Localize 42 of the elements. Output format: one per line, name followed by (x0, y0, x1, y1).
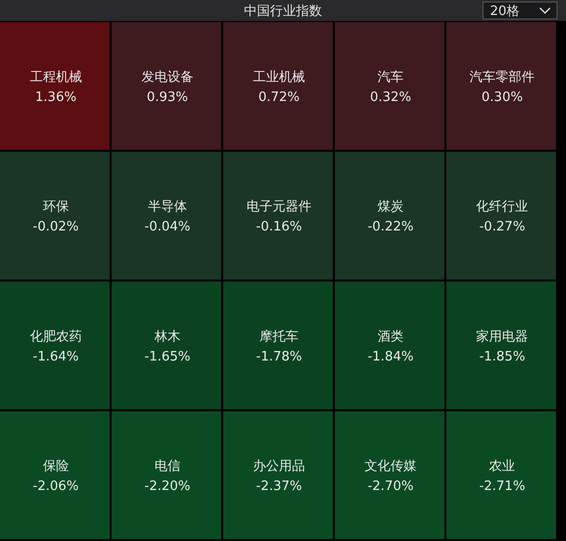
data-label: -2.06% (32, 479, 79, 494)
category-label: 煤炭 (378, 200, 404, 215)
category-label: 农业 (489, 459, 516, 474)
data-label: -1.64% (32, 349, 79, 364)
category-label: 保险 (42, 459, 69, 474)
category-label: 汽车零部件 (470, 70, 535, 85)
category-label: 工业机械 (253, 70, 305, 85)
category-label: 办公用品 (253, 459, 305, 474)
category-label: 化纤行业 (476, 200, 528, 215)
data-label: -0.02% (32, 220, 79, 235)
category-label: 文化传媒 (364, 459, 417, 474)
data-label: -0.04% (144, 220, 190, 235)
data-label: -2.70% (368, 479, 414, 494)
text: 中国行业指数 (244, 4, 322, 19)
data-label: -2.71% (479, 479, 526, 494)
data-label: 1.36% (35, 90, 76, 105)
category-label: 汽车 (378, 70, 404, 85)
data-label: 0.32% (370, 90, 412, 105)
category-label: 电信 (154, 459, 180, 474)
data-label: -1.85% (479, 349, 526, 364)
category-label: 酒类 (378, 329, 404, 344)
text: 20格 (490, 4, 520, 19)
data-label: -2.20% (144, 479, 190, 494)
data-label: -1.84% (368, 349, 414, 364)
category-label: 化肥农药 (30, 329, 82, 344)
category-label: 家用电器 (476, 328, 528, 344)
data-label: -0.27% (479, 220, 526, 235)
data-label: -0.22% (368, 220, 414, 235)
data-label: -2.37% (256, 479, 302, 494)
category-label: 环保 (42, 200, 69, 215)
category-label: 工程机械 (30, 70, 82, 85)
data-label: -1.78% (256, 349, 302, 364)
data-label: 0.30% (482, 90, 523, 105)
data-label: -0.16% (256, 220, 302, 235)
category-label: 半导体 (148, 200, 187, 215)
category-label: 林木 (153, 329, 180, 344)
category-label: 电子元器件 (246, 200, 312, 215)
data-label: 0.72% (258, 90, 300, 105)
data-label: 0.93% (146, 90, 188, 105)
category-label: 发电设备 (141, 70, 194, 85)
data-label: -1.65% (144, 349, 190, 364)
category-label: 摩托车 (260, 329, 298, 344)
